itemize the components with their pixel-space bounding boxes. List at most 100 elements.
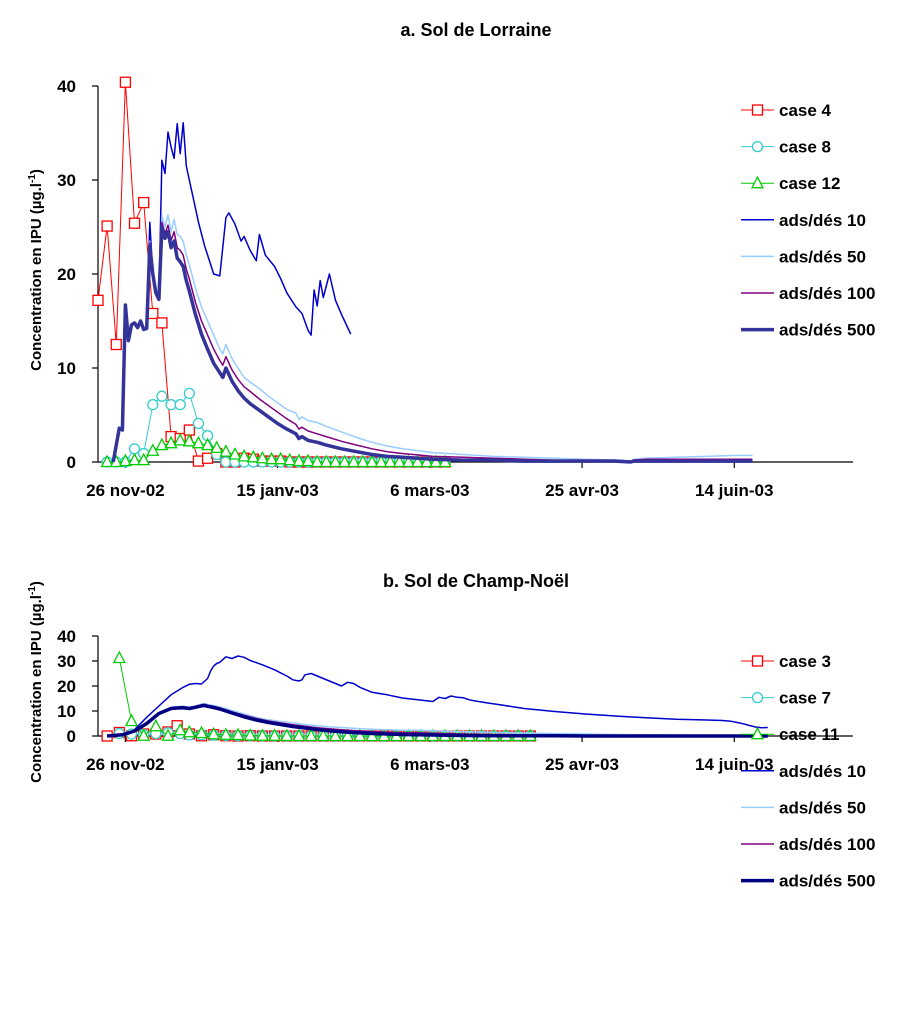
chart-b-y-tick-label: 40 <box>57 627 76 646</box>
chart-b-x-tick-label: 15 janv-03 <box>236 755 318 774</box>
chart-b-series-3 <box>107 655 768 737</box>
chart-a-data-point <box>183 424 195 436</box>
chart-a-data-point <box>219 444 233 457</box>
chart-a-data-point <box>374 454 388 468</box>
chart-a-data-point <box>174 399 186 411</box>
chart-b-data-point <box>267 728 282 741</box>
chart-b-data-point <box>149 718 163 732</box>
chart-a-y-axis-label: Concentration en IPU (µg.l-1) <box>27 169 45 371</box>
chart-b-legend-label: case 7 <box>779 689 831 708</box>
chart-b-series-line <box>106 703 768 738</box>
chart-a-data-point <box>127 452 142 466</box>
chart-b-data-point <box>328 728 343 742</box>
chart-a-data-point <box>392 454 406 468</box>
chart-a-x-tick-label: 25 avr-03 <box>545 481 619 500</box>
chart-a-data-point <box>156 317 168 329</box>
chart-a-data-point <box>156 390 168 402</box>
chart-b-legend-label: ads/dés 500 <box>779 872 875 891</box>
chart-b-y-axis-label-main: Concentration en IPU (µg.l <box>28 595 45 783</box>
chart-b-y-tick-label: 30 <box>57 652 76 671</box>
chart-b-data-point <box>280 728 294 742</box>
chart-b-series-2 <box>112 650 537 742</box>
chart-b-data-point <box>304 728 318 742</box>
chart-a-legend-item: case 8 <box>741 138 831 157</box>
chart-a-legend-label: ads/dés 500 <box>779 321 875 340</box>
chart-a-series-6 <box>111 225 753 464</box>
chart-a-legend-label: case 12 <box>779 174 840 193</box>
chart-b-legend-marker <box>751 655 764 667</box>
chart-a-data-point <box>147 399 159 411</box>
chart-a-data-point <box>101 220 113 232</box>
chart-a-legend-item: case 4 <box>741 101 832 120</box>
chart-a-data-point <box>110 338 122 351</box>
chart-a-data-point <box>138 196 150 209</box>
chart-b-data-point <box>173 722 187 736</box>
chart-b-data-point <box>207 726 221 740</box>
chart-b-data-point <box>112 650 126 664</box>
chart-a-data-point <box>191 435 206 449</box>
chart-b-data-point <box>219 727 233 740</box>
chart-a-data-point <box>274 451 288 465</box>
chart-b-y-tick-label: 20 <box>57 677 76 696</box>
chart-b-y-axis-label: Concentration en IPU (µg.l-1) <box>27 581 45 783</box>
chart-b-legend-item: case 3 <box>741 652 831 671</box>
chart-a-y-tick-label: 30 <box>57 171 76 190</box>
chart-a-data-point <box>383 454 397 468</box>
chart-a-y-tick-label: 0 <box>67 453 76 472</box>
chart-b-data-point <box>194 725 209 739</box>
chart-b-y-tick-label: 10 <box>57 702 76 721</box>
chart-a-data-point <box>137 452 151 466</box>
chart-b-legend-marker <box>751 691 764 704</box>
chart-a-legend-marker <box>750 175 765 189</box>
chart-a-legend-label: ads/dés 50 <box>779 247 866 266</box>
chart-a-data-point <box>347 454 361 468</box>
chart-a-y-tick-label: 40 <box>57 77 76 96</box>
chart-b-x-tick-label: 14 juin-03 <box>695 755 773 774</box>
chart-a-data-point <box>119 76 132 88</box>
chart-a-y-axis-label-close: ) <box>28 169 45 174</box>
chart-a-data-point <box>100 454 114 468</box>
chart-a-data-point <box>411 454 425 468</box>
chart-a-data-point <box>201 437 215 451</box>
chart-a-data-point <box>246 449 260 463</box>
chart-b-data-point <box>316 728 330 742</box>
chart-a-data-point <box>128 217 141 229</box>
chart-a-data-point <box>401 454 416 468</box>
chart-a-data-point <box>255 450 269 464</box>
chart-a-data-point <box>173 432 187 446</box>
chart-b-legend-label: case 11 <box>779 725 840 744</box>
chart-a-data-point <box>429 454 443 468</box>
chart-a-legend-label: ads/dés 100 <box>779 284 875 303</box>
chart-b: b. Sol de Champ-Noël Concentration en IPU… <box>27 571 875 891</box>
chart-b-data-point <box>255 728 269 741</box>
chart-a-y-axis-label-main: Concentration en IPU (µg.l <box>28 183 45 371</box>
chart-b-legend-label: ads/dés 10 <box>779 762 866 781</box>
chart-a-data-point <box>118 453 132 467</box>
chart-a-x-tick-label: 6 mars-03 <box>390 481 469 500</box>
chart-b-x-tick-label: 26 nov-02 <box>86 755 164 774</box>
chart-b-legend-label: ads/dés 100 <box>779 835 875 854</box>
chart-a-data-point <box>283 452 297 466</box>
chart-a: a. Sol de Lorraine Concentration en IPU (… <box>27 20 875 500</box>
chart-a-legend-marker <box>751 104 764 116</box>
chart-b-data-point <box>292 728 306 742</box>
chart-a-data-point <box>237 448 251 462</box>
chart-a-data-point <box>92 294 104 306</box>
chart-b-data-point <box>231 727 245 741</box>
chart-b-series-6 <box>106 703 768 738</box>
chart-b-data-point <box>137 728 151 741</box>
chart-b-legend-label: ads/dés 50 <box>779 798 866 817</box>
chart-a-title: a. Sol de Lorraine <box>400 20 551 40</box>
chart-b-data-point <box>341 728 355 742</box>
chart-b-legend-item: case 7 <box>741 689 831 708</box>
chart-a-legend-item: ads/dés 100 <box>741 284 875 303</box>
chart-a-x-tick-label: 15 janv-03 <box>236 481 318 500</box>
chart-a-data-point <box>164 435 178 449</box>
chart-a-data-point <box>420 454 434 468</box>
chart-a-legend-marker <box>751 140 764 153</box>
chart-a-legend-item: ads/dés 10 <box>741 211 866 230</box>
chart-b-legend-item: ads/dés 100 <box>741 835 875 854</box>
chart-b-legend-item: ads/dés 10 <box>741 762 866 781</box>
chart-a-data-point <box>338 454 352 468</box>
